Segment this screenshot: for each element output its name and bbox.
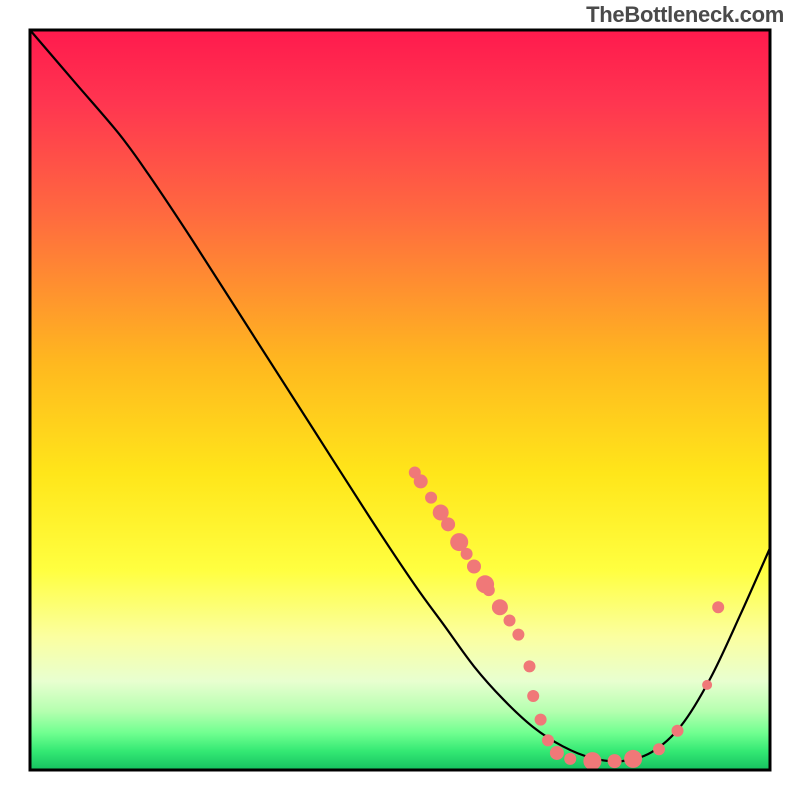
scatter-point: [653, 743, 665, 755]
scatter-point: [550, 746, 564, 760]
scatter-point: [414, 474, 428, 488]
scatter-point: [542, 734, 554, 746]
chart-container: TheBottleneck.com: [0, 0, 800, 800]
bottleneck-plot: [0, 0, 800, 800]
scatter-point: [608, 754, 622, 768]
plot-background: [30, 30, 770, 770]
scatter-point: [672, 725, 684, 737]
scatter-point: [461, 548, 473, 560]
scatter-point: [512, 629, 524, 641]
scatter-point: [527, 690, 539, 702]
scatter-point: [467, 560, 481, 574]
scatter-point: [504, 615, 516, 627]
watermark-text: TheBottleneck.com: [586, 2, 784, 28]
scatter-point: [564, 753, 576, 765]
scatter-point: [535, 714, 547, 726]
scatter-point: [441, 517, 455, 531]
scatter-point: [483, 584, 495, 596]
scatter-point: [624, 750, 642, 768]
scatter-point: [524, 660, 536, 672]
scatter-point: [702, 680, 712, 690]
scatter-point: [425, 492, 437, 504]
scatter-point: [712, 601, 724, 613]
scatter-point: [583, 752, 601, 770]
scatter-point: [492, 599, 508, 615]
